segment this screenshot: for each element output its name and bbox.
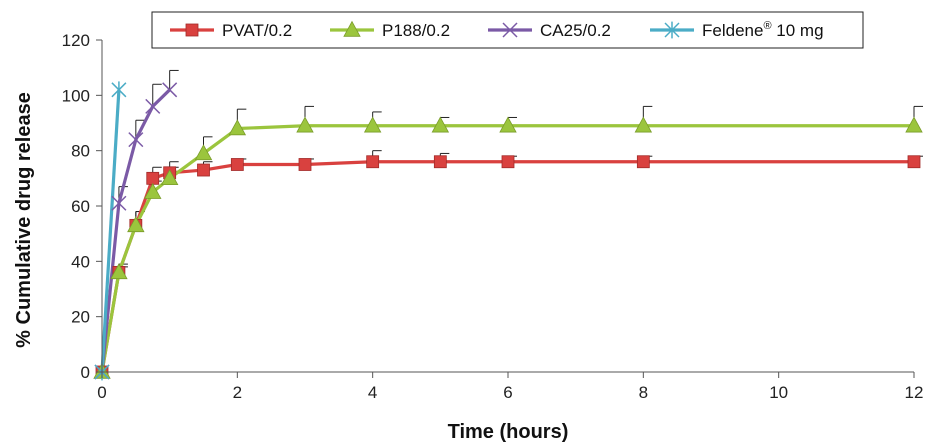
cross-stroke [145, 98, 161, 114]
y-axis-title: % Cumulative drug release [13, 92, 35, 348]
legend-label-suffix: 10 mg [772, 21, 824, 40]
series-line [100, 160, 914, 373]
data-point-triangle [194, 144, 213, 161]
data-point-triangle [431, 116, 450, 133]
data-point-triangle [144, 182, 162, 199]
legend-item: P188/0.2 [330, 20, 450, 40]
x-tick-label: 6 [503, 383, 512, 402]
legend-label: P188/0.2 [382, 21, 450, 40]
data-point-cross [502, 22, 518, 38]
x-axis-ticks: 0 2 4 6 8 10 12 [97, 372, 923, 402]
legend-item: Feldene® 10 mg [650, 20, 824, 40]
data-point-square [907, 155, 921, 169]
legend-item: PVAT/0.2 [170, 21, 292, 40]
data-point-square [298, 158, 312, 171]
data-point-triangle [296, 116, 314, 133]
data-point-square [185, 23, 199, 37]
y-tick-label: 100 [62, 86, 90, 105]
data-point-square [230, 158, 244, 171]
data-point-cross [111, 195, 127, 211]
data-point-triangle [110, 263, 128, 280]
data-point-triangle [499, 116, 517, 133]
x-tick-label: 0 [97, 383, 106, 402]
data-point-triangle [905, 116, 923, 133]
data-point-triangle [363, 116, 382, 133]
y-tick-label: 80 [71, 142, 90, 161]
x-tick-label: 2 [233, 383, 242, 402]
cross-stroke [502, 22, 518, 38]
data-point-square [501, 155, 515, 169]
y-tick-label: 0 [81, 363, 90, 382]
legend-label-text: CA25/0.2 [540, 21, 611, 40]
legend-label-text: PVAT/0.2 [222, 21, 292, 40]
legend-items: PVAT/0.2 P188/0.2 CA25/0.2 Feldene® 10 mg [170, 20, 824, 40]
legend-label: PVAT/0.2 [222, 21, 292, 40]
legend-label-text: P188/0.2 [382, 21, 450, 40]
data-point-square [146, 171, 160, 185]
data-point-asterisk [664, 21, 680, 39]
cross-stroke [128, 132, 144, 148]
y-tick-label: 40 [71, 252, 90, 271]
data-point-triangle [634, 116, 653, 133]
data-point-triangle [343, 20, 361, 37]
data-point-square [433, 155, 447, 169]
cross-stroke [111, 195, 127, 211]
x-tick-label: 4 [368, 383, 377, 402]
data-point-cross [128, 132, 144, 148]
y-tick-label: 120 [62, 31, 90, 50]
data-point-square [197, 163, 210, 177]
cross-stroke [162, 82, 178, 98]
legend-label: Feldene® 10 mg [702, 20, 824, 40]
x-tick-label: 12 [905, 383, 924, 402]
data-point-triangle [127, 216, 145, 233]
data-point-triangle [160, 169, 179, 186]
y-axis-ticks: 0 20 40 60 80 100 120 [62, 31, 102, 382]
y-tick-label: 60 [71, 197, 90, 216]
data-point-asterisk [111, 81, 127, 99]
data-point-cross [162, 82, 178, 98]
data-point-triangle [228, 119, 247, 136]
error-bars [118, 69, 923, 273]
legend-item: CA25/0.2 [488, 21, 611, 40]
data-point-square [636, 155, 650, 169]
legend-label: CA25/0.2 [540, 21, 611, 40]
y-tick-label: 20 [71, 308, 90, 327]
plot-area [93, 69, 923, 381]
x-tick-label: 8 [639, 383, 648, 402]
data-point-cross [145, 98, 161, 114]
legend-label-text: Feldene [702, 21, 763, 40]
x-axis-title: Time (hours) [448, 421, 569, 442]
data-point-square [366, 155, 380, 169]
legend-label-superscript: ® [763, 20, 771, 32]
x-tick-label: 10 [769, 383, 788, 402]
series-line [100, 89, 121, 373]
legend: PVAT/0.2 P188/0.2 CA25/0.2 Feldene® 10 mg [151, 11, 864, 49]
